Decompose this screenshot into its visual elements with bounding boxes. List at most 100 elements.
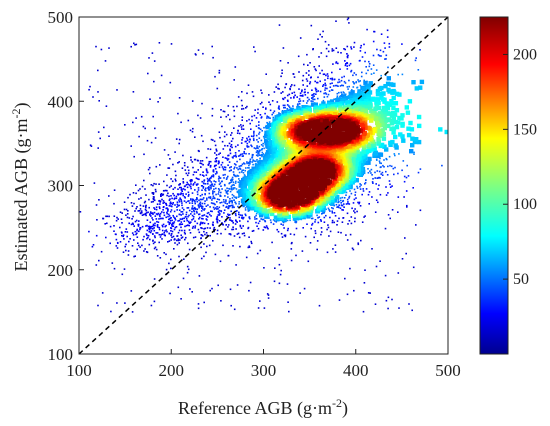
density-point bbox=[182, 194, 184, 197]
density-point bbox=[386, 123, 391, 129]
density-point bbox=[203, 209, 205, 211]
density-point bbox=[360, 184, 362, 186]
density-point bbox=[180, 121, 182, 124]
density-point bbox=[108, 135, 110, 137]
density-point bbox=[329, 128, 334, 134]
density-point bbox=[192, 236, 195, 239]
density-point bbox=[123, 208, 126, 211]
density-point bbox=[165, 204, 168, 206]
density-point bbox=[160, 74, 163, 77]
density-point bbox=[282, 183, 287, 188]
density-point bbox=[185, 201, 187, 204]
density-point bbox=[156, 203, 159, 205]
density-point bbox=[165, 203, 167, 205]
density-point bbox=[234, 66, 237, 68]
density-point bbox=[275, 86, 277, 88]
density-point bbox=[202, 197, 205, 199]
density-point bbox=[208, 178, 211, 181]
density-point bbox=[324, 89, 326, 91]
density-point bbox=[389, 113, 395, 118]
density-point bbox=[202, 187, 205, 189]
density-point bbox=[159, 257, 162, 259]
density-point bbox=[351, 207, 353, 210]
density-point bbox=[209, 289, 211, 292]
density-point bbox=[368, 63, 371, 65]
density-point bbox=[317, 76, 319, 79]
density-point bbox=[307, 111, 312, 117]
density-point bbox=[153, 300, 156, 303]
density-point bbox=[335, 47, 338, 49]
density-point bbox=[218, 69, 221, 72]
density-point bbox=[406, 206, 408, 208]
density-point bbox=[297, 104, 299, 106]
density-point bbox=[356, 187, 359, 189]
density-point bbox=[187, 215, 189, 218]
density-point bbox=[125, 228, 128, 230]
density-point bbox=[263, 307, 266, 309]
density-point bbox=[325, 47, 328, 50]
density-point bbox=[190, 213, 192, 215]
density-point bbox=[321, 69, 323, 72]
density-point bbox=[205, 218, 208, 220]
density-point bbox=[281, 140, 287, 145]
density-point bbox=[327, 207, 330, 210]
density-point bbox=[244, 213, 247, 216]
density-point bbox=[197, 159, 199, 162]
density-point bbox=[203, 202, 206, 205]
density-point bbox=[342, 112, 348, 117]
density-point bbox=[171, 230, 174, 233]
density-point bbox=[229, 149, 231, 152]
density-point bbox=[257, 147, 259, 150]
density-point bbox=[196, 178, 199, 180]
density-point bbox=[350, 222, 353, 225]
density-point bbox=[339, 95, 341, 98]
density-point bbox=[202, 208, 204, 210]
density-point bbox=[347, 202, 349, 205]
density-point bbox=[215, 154, 218, 156]
density-point bbox=[97, 147, 99, 149]
density-point bbox=[102, 217, 105, 220]
density-point bbox=[262, 206, 267, 212]
density-point bbox=[227, 206, 230, 209]
density-point bbox=[172, 163, 174, 166]
density-point bbox=[171, 225, 173, 227]
density-point bbox=[212, 240, 214, 242]
density-point bbox=[413, 153, 415, 155]
density-point bbox=[229, 182, 231, 184]
density-point bbox=[170, 202, 172, 205]
density-point bbox=[124, 124, 126, 126]
density-point bbox=[138, 198, 140, 200]
density-point bbox=[363, 105, 368, 110]
density-point bbox=[343, 48, 345, 50]
density-point bbox=[352, 74, 354, 77]
density-point bbox=[244, 209, 247, 211]
density-point bbox=[366, 28, 368, 31]
density-point bbox=[317, 217, 319, 219]
density-point bbox=[167, 215, 169, 218]
density-point bbox=[299, 207, 304, 212]
density-point bbox=[372, 64, 375, 66]
density-point bbox=[136, 229, 138, 232]
density-point bbox=[222, 204, 225, 207]
density-point bbox=[171, 197, 173, 200]
density-point bbox=[232, 245, 234, 247]
density-point bbox=[227, 105, 230, 107]
density-point bbox=[248, 216, 251, 218]
density-point bbox=[193, 213, 196, 215]
density-point bbox=[247, 226, 250, 229]
density-point bbox=[189, 232, 192, 234]
density-point bbox=[280, 75, 282, 78]
density-point bbox=[186, 271, 189, 274]
density-point bbox=[246, 146, 249, 148]
density-point bbox=[139, 212, 142, 215]
density-point bbox=[312, 93, 314, 96]
density-point bbox=[218, 161, 220, 164]
density-point bbox=[298, 162, 303, 168]
density-point bbox=[253, 160, 256, 162]
density-point bbox=[226, 205, 228, 208]
density-point bbox=[304, 191, 309, 196]
density-point bbox=[194, 225, 197, 227]
density-point bbox=[182, 192, 184, 195]
density-point bbox=[336, 156, 341, 161]
density-point bbox=[312, 48, 314, 51]
